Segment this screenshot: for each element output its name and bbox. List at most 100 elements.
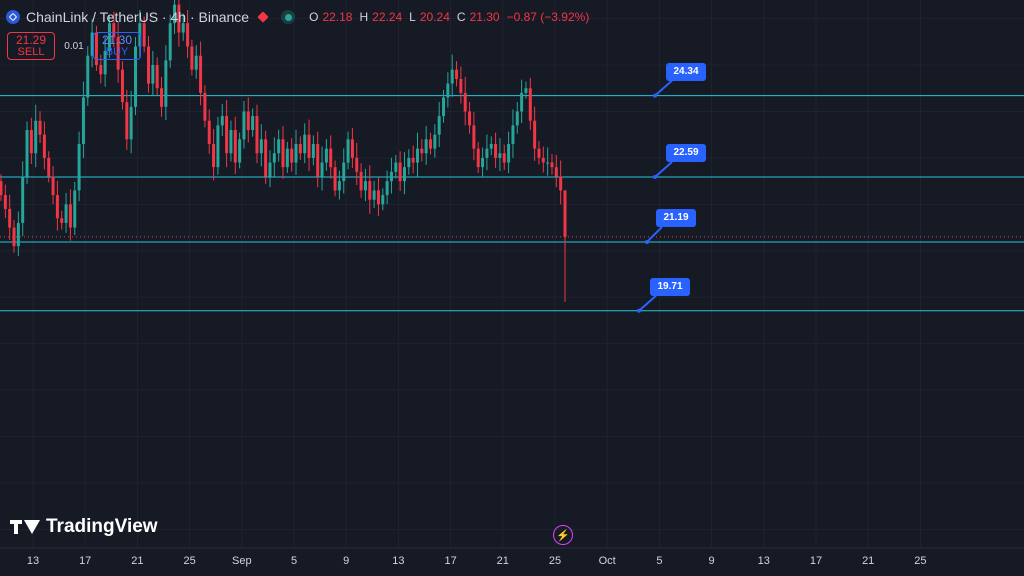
candle-body[interactable] (303, 134, 307, 154)
candle-body[interactable] (415, 148, 419, 163)
candle-body[interactable] (190, 46, 194, 70)
candle-body[interactable] (255, 116, 259, 154)
candle-body[interactable] (73, 190, 77, 228)
candle-body[interactable] (238, 139, 242, 163)
candle-body[interactable] (268, 162, 272, 177)
candle-body[interactable] (311, 143, 315, 158)
level-callout[interactable]: 21.19 (656, 208, 696, 227)
candle-body[interactable] (277, 139, 281, 154)
candle-body[interactable] (298, 143, 302, 154)
candle-body[interactable] (77, 143, 81, 191)
candle-body[interactable] (60, 218, 64, 223)
candle-body[interactable] (220, 116, 224, 126)
candle-body[interactable] (498, 153, 502, 158)
candle-body[interactable] (164, 60, 168, 107)
candle-body[interactable] (528, 88, 532, 121)
candle-body[interactable] (233, 130, 237, 163)
candle-body[interactable] (194, 55, 198, 70)
candle-body[interactable] (455, 69, 459, 79)
level-callout[interactable]: 22.59 (666, 143, 706, 162)
candle-body[interactable] (160, 88, 164, 107)
candle-body[interactable] (446, 83, 450, 98)
candle-body[interactable] (103, 51, 107, 75)
candle-body[interactable] (51, 176, 55, 196)
candle-body[interactable] (424, 139, 428, 154)
candle-body[interactable] (8, 208, 12, 228)
candle-body[interactable] (507, 143, 511, 163)
candle-body[interactable] (350, 139, 354, 158)
candle-body[interactable] (376, 190, 380, 205)
candle-body[interactable] (203, 92, 207, 121)
candle-body[interactable] (533, 120, 537, 149)
candle-body[interactable] (329, 148, 333, 168)
candle-body[interactable] (381, 195, 385, 205)
candle-body[interactable] (333, 167, 337, 191)
candle-body[interactable] (264, 139, 268, 177)
candle-body[interactable] (212, 143, 216, 168)
candle-body[interactable] (216, 125, 220, 168)
candle-body[interactable] (38, 120, 42, 135)
candle-body[interactable] (324, 148, 328, 163)
candle-body[interactable] (294, 143, 298, 163)
candle-body[interactable] (42, 134, 46, 158)
candle-body[interactable] (472, 125, 476, 149)
candle-body[interactable] (12, 227, 16, 247)
candle-body[interactable] (81, 97, 85, 144)
candle-body[interactable] (546, 162, 550, 164)
candle-body[interactable] (337, 181, 341, 191)
candle-body[interactable] (242, 111, 246, 140)
candle-body[interactable] (47, 157, 51, 177)
candle-body[interactable] (246, 111, 250, 131)
candle-body[interactable] (29, 130, 33, 154)
candle-body[interactable] (285, 148, 289, 168)
candle-body[interactable] (125, 102, 129, 140)
candle-body[interactable] (107, 23, 111, 52)
candle-body[interactable] (147, 46, 151, 84)
candle-body[interactable] (186, 23, 190, 47)
candle-body[interactable] (151, 65, 155, 84)
candle-body[interactable] (129, 106, 133, 140)
candle-body[interactable] (112, 23, 116, 38)
candle-body[interactable] (398, 162, 402, 182)
candle-body[interactable] (468, 111, 472, 126)
candle-body[interactable] (207, 120, 211, 144)
candle-body[interactable] (554, 167, 558, 177)
candle-body[interactable] (524, 88, 528, 93)
tradingview-logo[interactable]: TradingView (10, 516, 158, 538)
sell-button[interactable]: 21.29 SELL (7, 32, 55, 60)
candle-body[interactable] (489, 143, 493, 149)
candle-body[interactable] (494, 143, 498, 158)
candle-body[interactable] (407, 157, 411, 168)
candle-body[interactable] (68, 204, 72, 228)
candle-body[interactable] (316, 143, 320, 177)
level-callout[interactable]: 19.71 (650, 277, 690, 296)
buy-button[interactable]: 21.30 BUY (93, 32, 141, 60)
candle-body[interactable] (476, 148, 480, 168)
candle-body[interactable] (520, 92, 524, 112)
candle-body[interactable] (155, 65, 159, 89)
level-callout[interactable]: 24.34 (666, 62, 706, 81)
candle-body[interactable] (307, 134, 311, 158)
candle-body[interactable] (485, 148, 489, 158)
candle-body[interactable] (3, 195, 7, 209)
candle-body[interactable] (281, 139, 285, 168)
candle-body[interactable] (86, 55, 90, 98)
candle-body[interactable] (442, 97, 446, 117)
candle-body[interactable] (320, 162, 324, 177)
candle-body[interactable] (420, 148, 424, 154)
candle-body[interactable] (199, 55, 203, 93)
candle-body[interactable] (99, 65, 103, 75)
candle-body[interactable] (363, 181, 367, 191)
candles[interactable] (0, 0, 567, 302)
candle-body[interactable] (16, 222, 20, 247)
symbol-title[interactable]: ChainLink / TetherUS · 4h · Binance (26, 9, 250, 25)
candle-body[interactable] (34, 120, 38, 154)
candle-body[interactable] (563, 190, 567, 237)
candle-body[interactable] (459, 78, 463, 93)
lightning-icon[interactable]: ⚡ (553, 525, 573, 545)
candle-body[interactable] (355, 157, 359, 172)
candle-body[interactable] (511, 125, 515, 144)
candle-body[interactable] (21, 176, 25, 223)
candle-body[interactable] (502, 153, 506, 163)
